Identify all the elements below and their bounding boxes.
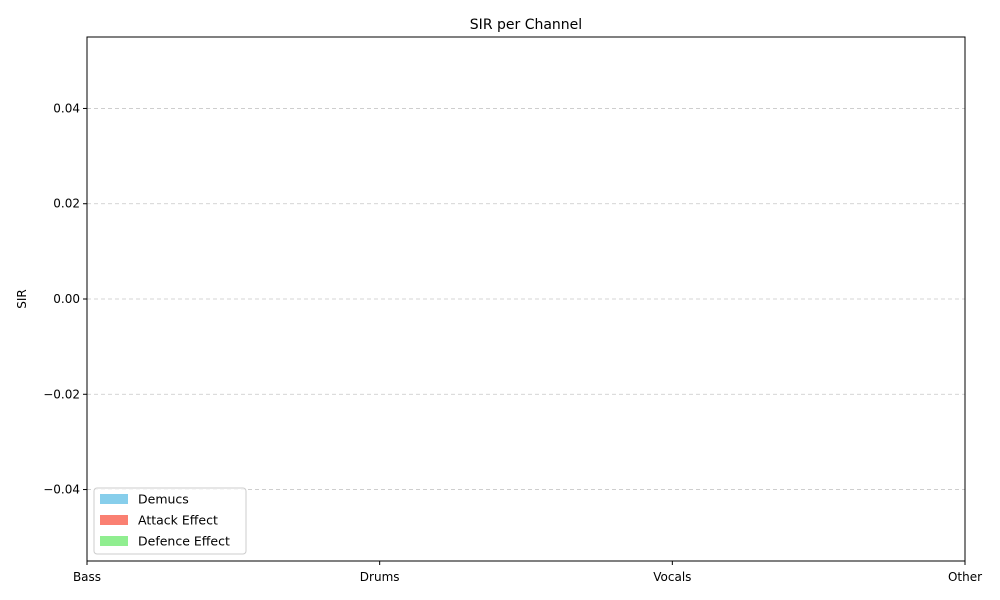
legend-items: Demucs Attack Effect Defence Effect [100,492,230,549]
x-tick-label: Drums [360,570,400,584]
x-tick-label: Bass [73,570,101,584]
y-tick-label: −0.04 [43,483,80,497]
plot-area [87,37,965,561]
legend-swatch [100,494,128,504]
legend-label: Defence Effect [138,534,230,549]
x-tick-label: Other [948,570,982,584]
y-tick-label: 0.04 [53,101,80,115]
y-tick-label: 0.00 [53,292,80,306]
chart-title: SIR per Channel [470,17,582,33]
legend-box [93,487,247,555]
legend-label: Attack Effect [138,513,218,528]
grid-lines [87,108,965,490]
legend: Demucs Attack Effect Defence Effect [93,487,247,555]
y-tick-label: 0.02 [53,197,80,211]
y-axis-label: SIR [15,289,29,309]
y-axis-ticks: −0.04 −0.02 0.00 0.02 0.04 [43,101,87,497]
legend-label: Demucs [138,492,189,507]
x-tick-label: Vocals [653,570,691,584]
x-axis-ticks: Bass Drums Vocals Other [73,561,982,584]
legend-swatch [100,536,128,546]
y-tick-label: −0.02 [43,387,80,401]
legend-swatch [100,515,128,525]
